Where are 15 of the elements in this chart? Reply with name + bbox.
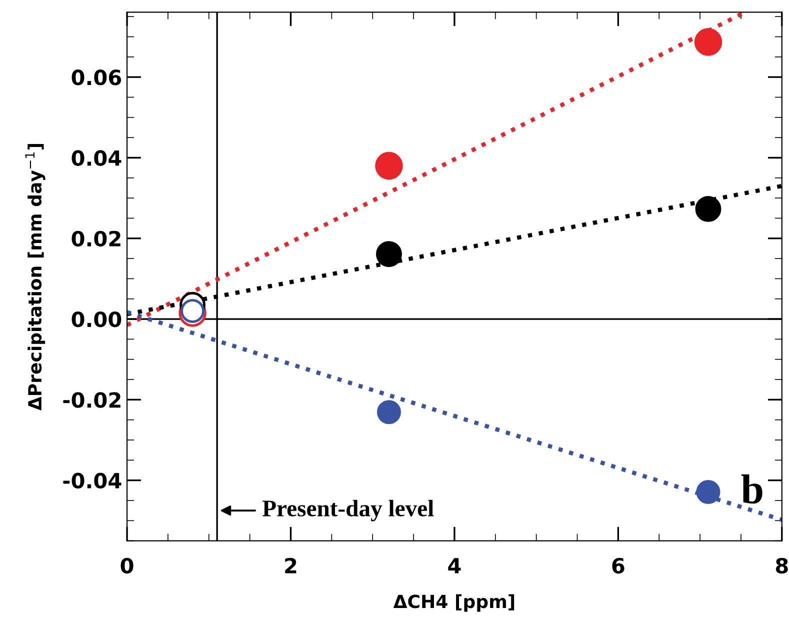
x-tick-label: 8: [776, 558, 788, 574]
x-tick-label: 2: [285, 558, 296, 574]
x-axis-title: ΔCH4 [ppm]: [393, 594, 514, 612]
x-tick-label: 4: [448, 558, 461, 574]
y-tick-label: 0.02: [72, 230, 120, 247]
annotation: Present-day level: [262, 500, 434, 522]
x-tick-label: 6: [612, 558, 624, 574]
y-tick-label: 0.00: [72, 311, 122, 328]
annotation: b: [741, 474, 762, 504]
y-tick-label: 0.06: [72, 70, 122, 86]
y-axis-title: ΔPrecipitation [mm day$^{−1}$]: [25, 144, 46, 411]
x-tick-label: 0: [120, 558, 134, 574]
y-tick-label: -0.02: [63, 392, 120, 408]
y-tick-label: 0.04: [72, 150, 122, 166]
y-tick-label: -0.04: [63, 472, 122, 489]
